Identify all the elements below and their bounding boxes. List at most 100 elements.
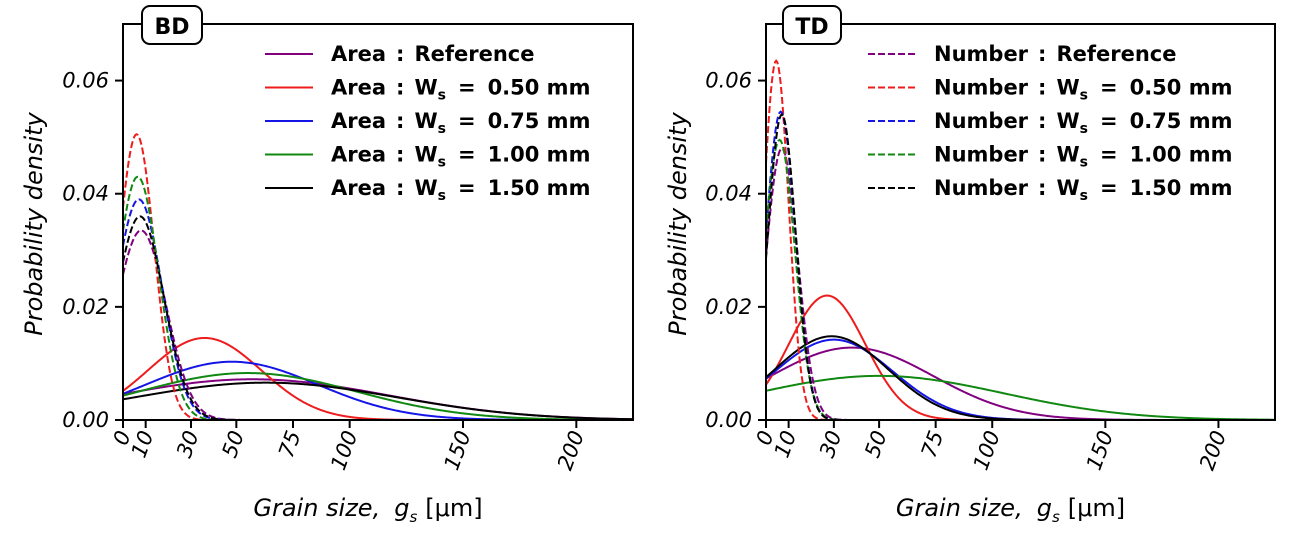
legend-value: 0.50 mm xyxy=(1130,76,1233,100)
y-axis-label: Probability density xyxy=(664,111,692,335)
legend-subscript: s xyxy=(1080,121,1088,137)
legend-symbol: W xyxy=(414,176,437,200)
x-axis-symbol: g xyxy=(394,494,409,522)
legend-value: 1.50 mm xyxy=(1130,176,1233,200)
legend-symbol: W xyxy=(414,76,437,100)
x-axis-subscript: s xyxy=(1052,508,1060,526)
series-line-3 xyxy=(123,372,633,420)
series-line-1 xyxy=(123,336,633,420)
panel-badge xyxy=(782,5,842,45)
legend-subscript: s xyxy=(438,155,446,171)
y-tick-label: 0.00 xyxy=(62,408,109,432)
y-tick-label: 0.00 xyxy=(705,408,752,432)
legend-value: 1.50 mm xyxy=(488,176,591,200)
legend-entry: Number: Reference xyxy=(934,42,1177,66)
legend-eq: = xyxy=(458,109,476,133)
panel-badge xyxy=(141,5,203,45)
x-axis-label: Grain size, gs [μm] xyxy=(253,494,482,526)
legend-symbol: W xyxy=(1056,109,1079,133)
legend-name: Number xyxy=(934,76,1029,100)
legend-sep: : xyxy=(1038,109,1046,133)
x-tick-label: 200 xyxy=(1195,428,1231,474)
series-line-9 xyxy=(123,215,633,420)
x-tick-label: 10 xyxy=(127,428,159,461)
legend-name: Area xyxy=(331,42,386,66)
legend-entry: Area: Ws = 1.00 mm xyxy=(331,143,590,171)
series-line-8 xyxy=(123,175,633,420)
legend-sep: : xyxy=(396,42,404,66)
legend-label: Reference xyxy=(414,42,534,66)
x-tick-label: 50 xyxy=(860,428,892,461)
legend-name: Area xyxy=(331,76,386,100)
legend-symbol: W xyxy=(1056,143,1079,167)
legend-symbol: W xyxy=(414,109,437,133)
x-tick-label: 10 xyxy=(770,428,802,461)
x-axis-unit: [μm] xyxy=(1068,494,1125,522)
legend-subscript: s xyxy=(1080,188,1088,204)
series-line-7 xyxy=(123,198,633,420)
x-tick-label: 30 xyxy=(172,428,204,461)
legend-eq: = xyxy=(1100,143,1118,167)
x-tick-label: 75 xyxy=(917,428,949,461)
legend-eq: = xyxy=(1100,176,1118,200)
legend: Area: Reference Area: Ws = 0.50 mm Area: Ws = 0.7… xyxy=(265,42,590,204)
legend-entry: Area: Reference xyxy=(331,42,534,66)
legend-symbol: W xyxy=(1056,176,1079,200)
x-axis-label-text: Grain size, xyxy=(253,494,380,522)
series-line-0 xyxy=(766,346,1275,420)
legend-entry: Number: Ws = 1.50 mm xyxy=(934,176,1232,204)
legend: Number: Reference Number: Ws = 0.50 mm Number:… xyxy=(868,42,1232,204)
x-tick-label: 75 xyxy=(274,428,306,461)
legend-subscript: s xyxy=(1080,155,1088,171)
legend-sep: : xyxy=(1038,176,1046,200)
x-tick-label: 50 xyxy=(217,428,249,461)
legend-eq: = xyxy=(458,176,476,200)
legend-entry: Number: Ws = 0.50 mm xyxy=(934,76,1232,104)
plot-frame xyxy=(122,23,634,421)
x-tick-label: 100 xyxy=(326,428,362,474)
x-tick-label: 150 xyxy=(1082,428,1118,474)
legend-sep: : xyxy=(396,109,404,133)
series-line-3 xyxy=(766,374,1275,420)
y-tick-label: 0.06 xyxy=(62,69,109,93)
y-tick-label: 0.02 xyxy=(62,295,109,319)
legend-entry: Number: Ws = 0.75 mm xyxy=(934,109,1232,137)
plot-frame xyxy=(765,23,1276,421)
legend-sep: : xyxy=(1038,42,1046,66)
legend-name: Number xyxy=(934,143,1029,167)
y-tick-label: 0.04 xyxy=(705,182,752,206)
legend-value: 0.75 mm xyxy=(1130,109,1233,133)
x-tick-label: 30 xyxy=(815,428,847,461)
legend-entry: Area: Ws = 1.50 mm xyxy=(331,176,590,204)
legend-sep: : xyxy=(1038,76,1046,100)
legend-eq: = xyxy=(1100,109,1118,133)
x-axis-unit: [μm] xyxy=(425,494,482,522)
legend-label: Reference xyxy=(1056,42,1176,66)
series-line-1 xyxy=(766,294,1275,420)
legend-name: Area xyxy=(331,143,386,167)
panel-badge-label: TD xyxy=(795,15,828,40)
series-line-5 xyxy=(123,229,633,420)
legend-name: Number xyxy=(934,176,1029,200)
legend-name: Area xyxy=(331,109,386,133)
x-axis-label-text: Grain size, xyxy=(896,494,1023,522)
legend-symbol: W xyxy=(414,143,437,167)
x-axis-subscript: s xyxy=(409,508,417,526)
legend-symbol: W xyxy=(1056,76,1079,100)
series-line-2 xyxy=(766,338,1275,420)
legend-eq: = xyxy=(458,76,476,100)
y-tick-label: 0.06 xyxy=(705,69,752,93)
legend-entry: Number: Ws = 1.00 mm xyxy=(934,143,1232,171)
y-tick-label: 0.04 xyxy=(62,182,109,206)
legend-subscript: s xyxy=(1080,88,1088,104)
legend-entry: Area: Ws = 0.50 mm xyxy=(331,76,590,104)
legend-subscript: s xyxy=(438,188,446,204)
x-axis-symbol: g xyxy=(1037,494,1052,522)
legend-name: Number xyxy=(934,42,1029,66)
legend-sep: : xyxy=(1038,143,1046,167)
panel-badge-label: BD xyxy=(154,15,189,40)
legend-name: Area xyxy=(331,176,386,200)
